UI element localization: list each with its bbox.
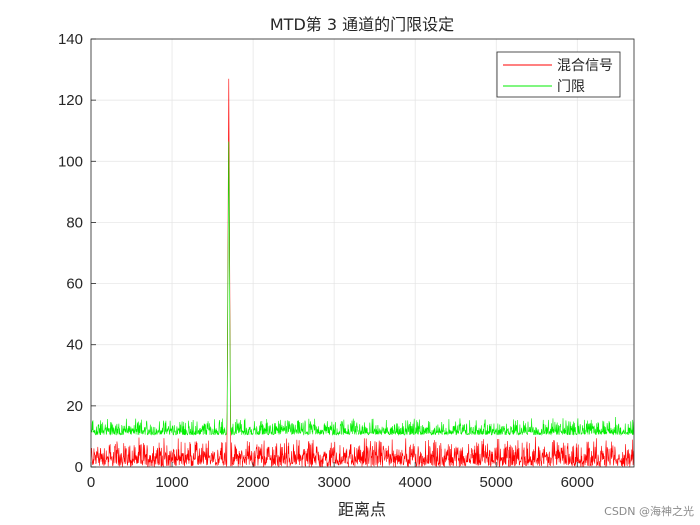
y-tick-label: 40: [66, 337, 83, 354]
series-threshold-line: [91, 141, 634, 437]
x-tick-label: 6000: [561, 474, 594, 491]
x-tick-label: 1000: [155, 474, 188, 491]
y-tick-label: 120: [58, 92, 83, 109]
legend-label-mixed-signal: 混合信号: [557, 58, 613, 74]
grid-lines: [90, 38, 634, 468]
series-mixed-signal-line: [91, 78, 634, 467]
y-tick-label: 100: [58, 153, 83, 170]
legend-label-threshold: 门限: [557, 79, 585, 95]
x-tick-label: 2000: [236, 474, 269, 491]
y-tick-label: 0: [75, 459, 83, 476]
axis-ticks: 0 1000 2000 3000 4000 5000 6000 0 20 40 60 80 100 120…: [58, 31, 594, 491]
y-tick-label: 60: [66, 276, 83, 293]
legend-box: [496, 51, 621, 98]
x-tick-label: 4000: [398, 474, 431, 491]
x-tick-label: 3000: [317, 474, 350, 491]
y-tick-label: 80: [66, 214, 83, 231]
x-axis-label: 距离点: [338, 500, 386, 519]
y-tick-label: 20: [66, 398, 83, 415]
y-tick-label: 140: [58, 31, 83, 48]
x-tick-label: 0: [87, 474, 95, 491]
chart-title: MTD第 3 通道的门限设定: [270, 15, 454, 34]
watermark: CSDN @海神之光: [604, 505, 694, 518]
legend: 混合信号 门限: [496, 51, 621, 98]
plot-area-frame: [90, 38, 635, 468]
x-tick-label: 5000: [480, 474, 513, 491]
